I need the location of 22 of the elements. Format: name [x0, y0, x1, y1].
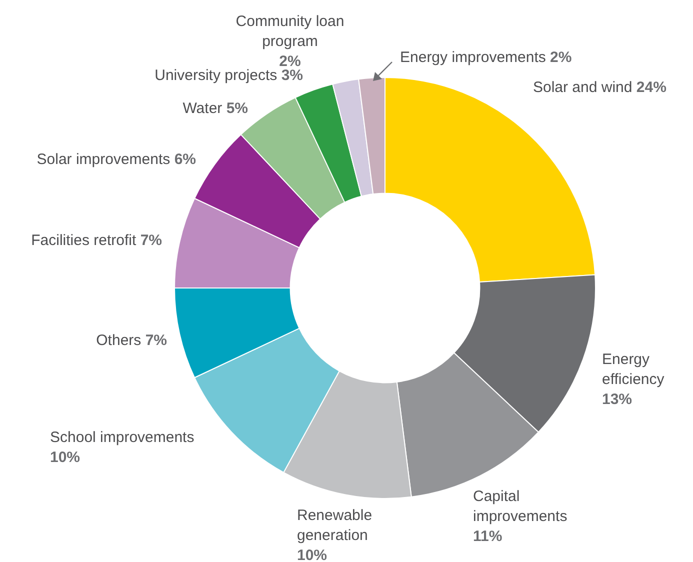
slice-label: Solar improvements — [36, 151, 174, 168]
data-label: 24% — [636, 79, 666, 96]
slice-label: Energy improvements — [400, 49, 550, 66]
data-label: 7% — [145, 332, 168, 350]
slice-label: Solar and wind — [533, 79, 636, 96]
data-label: 6% — [174, 151, 196, 168]
data-label: 10% — [50, 449, 80, 466]
slice-label: Energy efficiency — [602, 351, 665, 388]
data-label: 5% — [226, 100, 248, 118]
slice-label: Community loan program — [236, 13, 344, 50]
data-label: 10% — [297, 547, 328, 562]
data-label: 11% — [473, 528, 502, 546]
slice-label: Others — [96, 332, 146, 350]
slice-label: Renewable generation — [297, 507, 372, 544]
slice-label: Facilities retrofit — [31, 232, 140, 250]
slice-label: Capital improvements — [473, 488, 568, 526]
slice-label: School improvements — [50, 429, 194, 446]
slice-label: University projects — [154, 67, 278, 84]
slice-label: Water — [182, 100, 226, 118]
data-label: 7% — [140, 232, 162, 250]
data-label: 2% — [550, 49, 572, 66]
data-label: 13% — [602, 391, 632, 408]
